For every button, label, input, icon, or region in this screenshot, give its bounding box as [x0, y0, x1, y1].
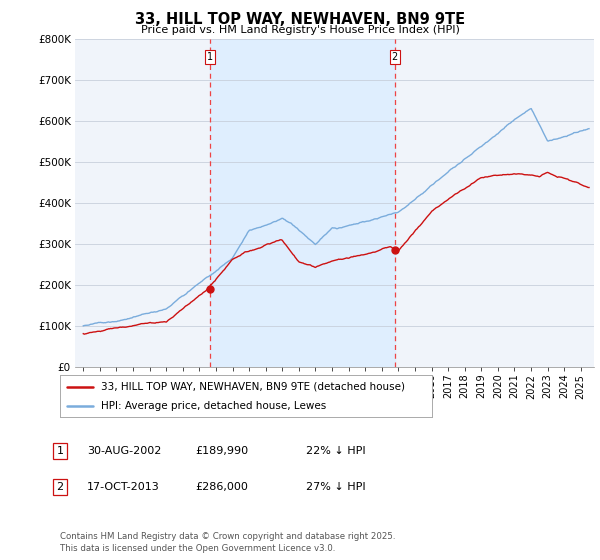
Text: Contains HM Land Registry data © Crown copyright and database right 2025.
This d: Contains HM Land Registry data © Crown c…	[60, 533, 395, 553]
Text: 22% ↓ HPI: 22% ↓ HPI	[306, 446, 365, 456]
Text: 2: 2	[392, 52, 398, 62]
Text: 1: 1	[56, 446, 64, 456]
Text: 17-OCT-2013: 17-OCT-2013	[87, 482, 160, 492]
Text: 27% ↓ HPI: 27% ↓ HPI	[306, 482, 365, 492]
Text: 33, HILL TOP WAY, NEWHAVEN, BN9 9TE (detached house): 33, HILL TOP WAY, NEWHAVEN, BN9 9TE (det…	[101, 381, 405, 391]
Text: 1: 1	[207, 52, 214, 62]
Text: 2: 2	[56, 482, 64, 492]
Text: 33, HILL TOP WAY, NEWHAVEN, BN9 9TE: 33, HILL TOP WAY, NEWHAVEN, BN9 9TE	[135, 12, 465, 27]
Text: £189,990: £189,990	[195, 446, 248, 456]
Text: £286,000: £286,000	[195, 482, 248, 492]
Text: HPI: Average price, detached house, Lewes: HPI: Average price, detached house, Lewe…	[101, 401, 326, 411]
Bar	[211, 39, 395, 367]
Text: 30-AUG-2002: 30-AUG-2002	[87, 446, 161, 456]
Text: Price paid vs. HM Land Registry's House Price Index (HPI): Price paid vs. HM Land Registry's House …	[140, 25, 460, 35]
